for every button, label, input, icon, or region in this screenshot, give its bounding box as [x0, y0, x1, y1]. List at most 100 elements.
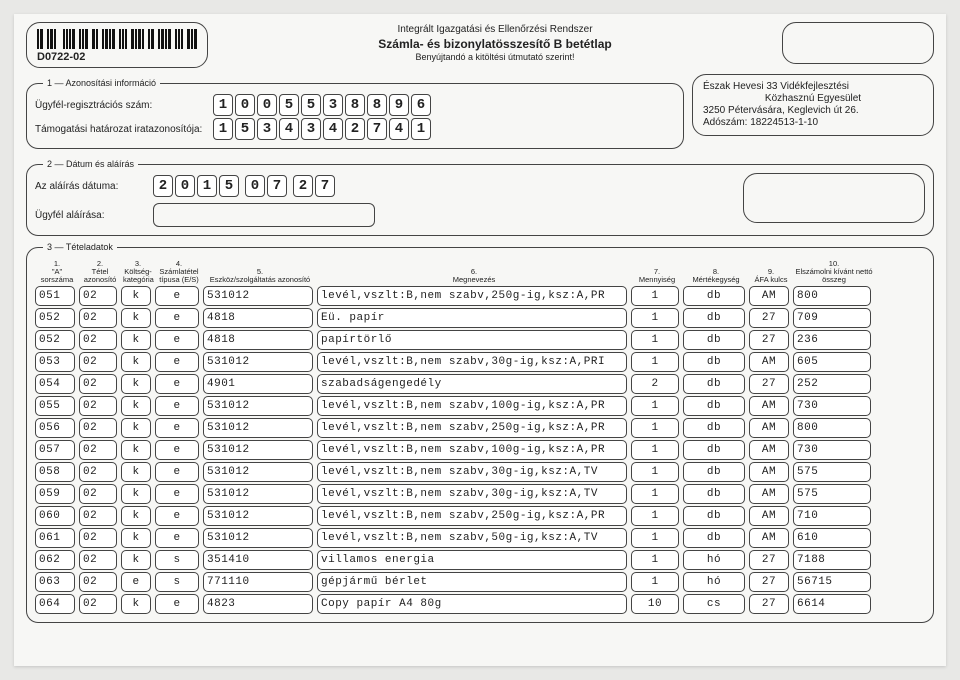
cell: 2: [293, 175, 313, 197]
cell: k: [121, 352, 151, 372]
cell: e: [155, 462, 199, 482]
table-row: 05702ke531012levél,vszlt:B,nem szabv,100…: [35, 440, 925, 460]
cell: 060: [35, 506, 75, 526]
cell: 531012: [203, 506, 313, 526]
cell: 02: [79, 440, 117, 460]
cell: 0: [245, 175, 265, 197]
sig-line[interactable]: [153, 203, 375, 227]
cell: 531012: [203, 352, 313, 372]
supp-label: Támogatási határozat iratazonosítója:: [35, 124, 205, 135]
table-headers: 1."A" sorszáma 2.Tétel azonosító 3.Költs…: [35, 260, 925, 284]
table-row: 06302es771110gépjármű bérlet1hó2756715: [35, 572, 925, 592]
table-row: 05202ke4818Eü. papír1db27709: [35, 308, 925, 328]
cell: 056: [35, 418, 75, 438]
section-1: 1 — Azonosítási információ Ügyfél-regisz…: [26, 78, 684, 149]
cell: 27: [749, 308, 789, 328]
cell: 7: [367, 118, 387, 140]
cell: 8: [367, 94, 387, 116]
cell: 7: [315, 175, 335, 197]
cell: Eü. papír: [317, 308, 627, 328]
cell: AM: [749, 440, 789, 460]
section-1-legend: 1 — Azonosítási információ: [43, 78, 160, 88]
cell: 4: [279, 118, 299, 140]
cell: 27: [749, 330, 789, 350]
cell: e: [155, 440, 199, 460]
table-row: 05602ke531012levél,vszlt:B,nem szabv,250…: [35, 418, 925, 438]
org-line-3: 3250 Pétervására, Keglevich út 26.: [703, 105, 923, 117]
cell: 02: [79, 506, 117, 526]
cell: 252: [793, 374, 871, 394]
cell: 2: [345, 118, 365, 140]
cell: 8: [345, 94, 365, 116]
cell: 531012: [203, 462, 313, 482]
cell: 1: [631, 286, 679, 306]
table-row: 05802ke531012levél,vszlt:B,nem szabv,30g…: [35, 462, 925, 482]
cell: k: [121, 374, 151, 394]
title-line-2: Számla- és bizonylatösszesítő B betétlap: [216, 37, 774, 52]
cell: 27: [749, 374, 789, 394]
title-block: Integrált Igazgatási és Ellenőrzési Rend…: [216, 22, 774, 63]
cell: levél,vszlt:B,nem szabv,30g-ig,ksz:A,TV: [317, 462, 627, 482]
cell: 4818: [203, 308, 313, 328]
table-row: 06202ks351410villamos energia1hó277188: [35, 550, 925, 570]
cell: 6: [411, 94, 431, 116]
cell: s: [155, 550, 199, 570]
cell: 710: [793, 506, 871, 526]
cell: 531012: [203, 484, 313, 504]
cell: 4901: [203, 374, 313, 394]
table-row: 06002ke531012levél,vszlt:B,nem szabv,250…: [35, 506, 925, 526]
cell: 1: [411, 118, 431, 140]
cell: 02: [79, 572, 117, 592]
section-3-legend: 3 — Tételadatok: [43, 242, 117, 252]
cell: s: [155, 572, 199, 592]
cell: 061: [35, 528, 75, 548]
table-row: 05902ke531012levél,vszlt:B,nem szabv,30g…: [35, 484, 925, 504]
cell: k: [121, 462, 151, 482]
cell: 02: [79, 330, 117, 350]
cell: 730: [793, 440, 871, 460]
cell: 02: [79, 286, 117, 306]
cell: 059: [35, 484, 75, 504]
cell: 5: [235, 118, 255, 140]
org-line-1: Észak Hevesi 33 Vidékfejlesztési: [703, 81, 923, 93]
date-cells: 2015 07 27: [153, 175, 335, 197]
cell: db: [683, 506, 745, 526]
cell: 1: [631, 462, 679, 482]
cell: szabadságengedély: [317, 374, 627, 394]
cell: 56715: [793, 572, 871, 592]
cell: 02: [79, 308, 117, 328]
cell: 6614: [793, 594, 871, 614]
cell: 800: [793, 418, 871, 438]
cell: 02: [79, 374, 117, 394]
cell: 2: [631, 374, 679, 394]
cell: 02: [79, 550, 117, 570]
cell: levél,vszlt:B,nem szabv,250g-ig,ksz:A,PR: [317, 418, 627, 438]
org-line-4: Adószám: 18224513-1-10: [703, 117, 923, 129]
table-row: 05202ke4818papírtörlő1db27236: [35, 330, 925, 350]
cell: k: [121, 484, 151, 504]
cell: db: [683, 396, 745, 416]
header-row: D0722-02 Integrált Igazgatási és Ellenőr…: [26, 22, 934, 68]
cell: e: [155, 330, 199, 350]
cell: db: [683, 286, 745, 306]
cell: 02: [79, 528, 117, 548]
cell: db: [683, 440, 745, 460]
cell: db: [683, 352, 745, 372]
cell: e: [121, 572, 151, 592]
cell: 1: [631, 440, 679, 460]
cell: 605: [793, 352, 871, 372]
cell: e: [155, 506, 199, 526]
barcode: [37, 29, 197, 49]
cell: 055: [35, 396, 75, 416]
cell: papírtörlő: [317, 330, 627, 350]
cell: 4823: [203, 594, 313, 614]
cell: e: [155, 352, 199, 372]
cell: 531012: [203, 396, 313, 416]
cell: 1: [213, 118, 233, 140]
cell: 1: [631, 484, 679, 504]
table-row: 06102ke531012levél,vszlt:B,nem szabv,50g…: [35, 528, 925, 548]
cell: k: [121, 396, 151, 416]
table-row: 05402ke4901szabadságengedély2db27252: [35, 374, 925, 394]
table-body: 05102ke531012levél,vszlt:B,nem szabv,250…: [35, 286, 925, 614]
cell: 3: [301, 118, 321, 140]
